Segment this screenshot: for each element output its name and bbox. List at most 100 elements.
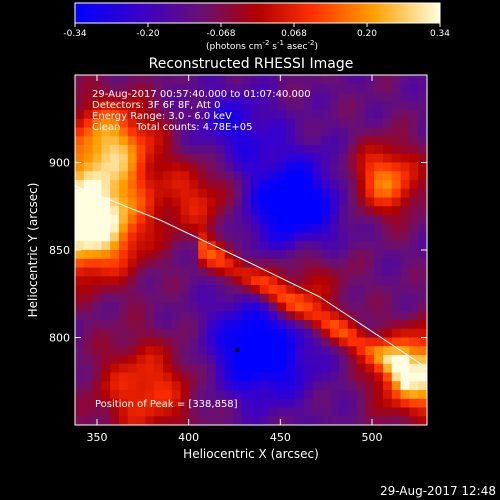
heatmap-cell [339, 355, 349, 365]
heatmap-cell [400, 241, 410, 251]
timestamp: 29-Aug-2017 12:48 [380, 484, 496, 498]
heatmap-cell [391, 293, 402, 304]
heatmap-cell [92, 390, 102, 400]
heatmap-cell [233, 311, 243, 321]
heatmap-cell [356, 180, 366, 190]
heatmap-cell [110, 188, 120, 199]
heatmap-cell [198, 197, 208, 207]
heatmap-cell [356, 311, 366, 321]
heatmap-cell [365, 197, 375, 207]
heatmap-cell [101, 398, 111, 409]
heatmap-cell [321, 215, 331, 225]
heatmap-cell [418, 302, 427, 312]
heatmap-cell [189, 127, 199, 137]
heatmap-cell [409, 372, 419, 382]
heatmap-cell [409, 127, 419, 137]
heatmap-cell [101, 101, 111, 111]
heatmap-cell [339, 285, 349, 295]
heatmap-cell [92, 206, 102, 216]
heatmap-cell [154, 355, 164, 365]
heatmap-cell [356, 381, 366, 391]
heatmap-cell [233, 390, 243, 400]
heatmap-cell [101, 355, 111, 365]
heatmap-cell [83, 188, 94, 199]
heatmap-cell [224, 223, 234, 234]
heatmap-cell [286, 232, 296, 242]
heatmap-cell [312, 372, 322, 382]
heatmap-cell [136, 197, 146, 207]
heatmap-cell [409, 206, 419, 216]
heatmap-cell [189, 276, 199, 286]
heatmap-cell [347, 145, 358, 155]
heatmap-cell [171, 101, 182, 111]
heatmap-cell [400, 320, 410, 330]
heatmap-cell [295, 355, 305, 365]
heatmap-cell [374, 337, 384, 347]
heatmap-cell [365, 390, 375, 400]
heatmap-cell [207, 241, 217, 251]
heatmap-cell [154, 145, 164, 155]
heatmap-cell [339, 267, 349, 277]
heatmap-cell [145, 328, 155, 339]
heatmap-cell [215, 355, 226, 365]
heatmap-cell [233, 215, 243, 225]
heatmap-cell [365, 258, 375, 269]
heatmap-cell [321, 337, 331, 347]
heatmap-cell [154, 398, 164, 409]
heatmap-cell [286, 110, 296, 120]
heatmap-cell [330, 372, 340, 382]
heatmap-cell [339, 101, 349, 111]
heatmap-cell [154, 162, 164, 172]
heatmap-cell [119, 372, 129, 382]
heatmap-cell [119, 241, 129, 251]
heatmap-cell [409, 390, 419, 400]
heatmap-cell [233, 136, 243, 146]
heatmap-cell [224, 302, 234, 312]
heatmap-cell [312, 285, 322, 295]
heatmap-cell [321, 381, 331, 391]
heatmap-cell [189, 206, 199, 216]
heatmap-cell [400, 206, 410, 216]
heatmap-cell [268, 75, 278, 85]
heatmap-cell [365, 267, 375, 277]
heatmap-cell [198, 127, 208, 137]
heatmap-cell [251, 223, 261, 234]
heatmap-cell [303, 127, 314, 137]
heatmap-cell [242, 276, 252, 286]
heatmap-cell [400, 118, 410, 129]
heatmap-cell [180, 215, 190, 225]
heatmap-cell [356, 197, 366, 207]
heatmap-cell [233, 320, 243, 330]
heatmap-cell [251, 250, 261, 260]
heatmap-cell [321, 118, 331, 129]
heatmap-cell [136, 223, 146, 234]
heatmap-cell [242, 372, 252, 382]
heatmap-cell [136, 381, 146, 391]
heatmap-cell [383, 92, 393, 102]
heatmap-cell [321, 258, 331, 269]
heatmap-cell [101, 153, 111, 164]
heatmap-cell [198, 110, 208, 120]
heatmap-cell [259, 302, 270, 312]
heatmap-cell [418, 118, 427, 129]
heatmap-cell [163, 127, 173, 137]
heatmap-cell [374, 407, 384, 417]
heatmap-cell [242, 110, 252, 120]
heatmap-cell [259, 363, 270, 374]
heatmap-cell [198, 267, 208, 277]
heatmap-cell [277, 197, 287, 207]
heatmap-cell [92, 118, 102, 129]
heatmap-cell [189, 337, 199, 347]
heatmap-cell [110, 83, 120, 94]
heatmap-cell [295, 407, 305, 417]
colorbar-tick-label: -0.20 [136, 29, 160, 39]
heatmap-cell [286, 171, 296, 181]
heatmap-cell [127, 153, 138, 164]
heatmap-cell [400, 83, 410, 94]
heatmap-cell [242, 118, 252, 129]
heatmap-cell [400, 276, 410, 286]
heatmap-cell [251, 171, 261, 181]
heatmap-cell [330, 171, 340, 181]
heatmap-cell [189, 398, 199, 409]
heatmap-cell [75, 285, 85, 295]
